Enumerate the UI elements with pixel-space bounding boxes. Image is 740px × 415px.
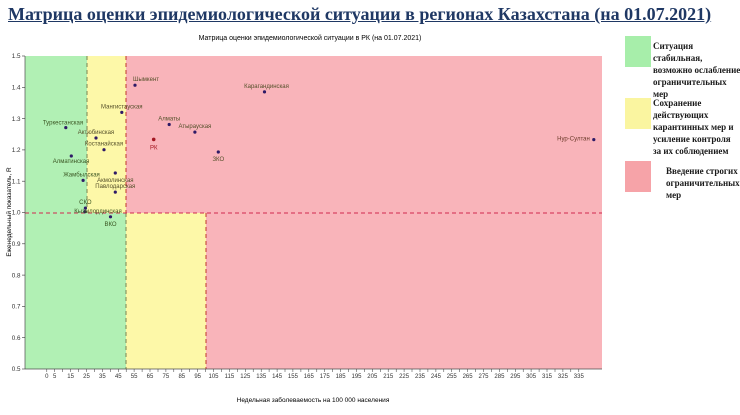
svg-text:1.5: 1.5 xyxy=(12,53,21,60)
svg-text:75: 75 xyxy=(163,374,170,380)
svg-text:95: 95 xyxy=(194,374,201,380)
svg-text:15: 15 xyxy=(67,374,74,380)
svg-text:0.5: 0.5 xyxy=(12,366,21,373)
svg-text:315: 315 xyxy=(542,374,553,380)
svg-text:25: 25 xyxy=(83,374,90,380)
svg-text:Костанайская: Костанайская xyxy=(85,141,123,148)
svg-text:125: 125 xyxy=(240,374,251,380)
svg-text:335: 335 xyxy=(574,374,585,380)
svg-text:195: 195 xyxy=(351,374,362,380)
svg-text:Актюбинская: Актюбинская xyxy=(78,130,114,136)
svg-text:295: 295 xyxy=(510,374,521,380)
svg-text:1.1: 1.1 xyxy=(12,178,21,185)
svg-text:Недельная заболеваемость на 10: Недельная заболеваемость на 100 000 насе… xyxy=(237,396,390,404)
svg-text:0.8: 0.8 xyxy=(12,272,21,279)
svg-text:Туркестанская: Туркестанская xyxy=(43,121,83,127)
svg-text:265: 265 xyxy=(463,374,474,380)
svg-text:155: 155 xyxy=(288,374,299,380)
svg-text:45: 45 xyxy=(115,374,122,380)
svg-text:275: 275 xyxy=(478,374,489,380)
svg-text:245: 245 xyxy=(431,374,442,380)
svg-text:115: 115 xyxy=(225,374,235,380)
svg-text:255: 255 xyxy=(447,374,458,380)
svg-text:Алматы: Алматы xyxy=(158,117,180,123)
svg-text:Атырауская: Атырауская xyxy=(178,124,211,130)
svg-text:0.6: 0.6 xyxy=(12,335,21,342)
svg-text:Матрица оценки эпидемиологичес: Матрица оценки эпидемиологической ситуац… xyxy=(199,34,422,42)
svg-text:0.7: 0.7 xyxy=(12,304,21,311)
svg-text:РК: РК xyxy=(150,145,158,151)
svg-text:205: 205 xyxy=(367,374,378,380)
svg-text:65: 65 xyxy=(147,374,154,380)
svg-text:85: 85 xyxy=(178,374,185,380)
svg-text:185: 185 xyxy=(336,374,347,380)
svg-text:225: 225 xyxy=(399,374,410,380)
svg-text:325: 325 xyxy=(558,374,569,380)
svg-text:Карагандинская: Карагандинская xyxy=(244,84,289,90)
svg-text:Нур-Султан: Нур-Султан xyxy=(557,137,590,143)
svg-text:0: 0 xyxy=(45,374,49,380)
svg-text:Акмолинская: Акмолинская xyxy=(97,178,133,184)
svg-text:1.0: 1.0 xyxy=(12,210,21,217)
svg-text:ЗКО: ЗКО xyxy=(212,157,224,163)
svg-text:285: 285 xyxy=(494,374,505,380)
svg-text:145: 145 xyxy=(272,374,283,380)
svg-text:1.3: 1.3 xyxy=(12,116,21,123)
svg-text:Мангистауская: Мангистауская xyxy=(101,104,142,110)
svg-text:Алматинская: Алматинская xyxy=(53,159,90,165)
svg-text:Павлодарская: Павлодарская xyxy=(95,184,135,190)
svg-text:165: 165 xyxy=(304,374,315,380)
svg-text:1.4: 1.4 xyxy=(12,85,21,92)
svg-text:305: 305 xyxy=(526,374,537,380)
svg-text:Шымкент: Шымкент xyxy=(133,77,159,83)
svg-text:0.9: 0.9 xyxy=(12,241,21,248)
svg-text:1.2: 1.2 xyxy=(12,147,21,154)
svg-text:175: 175 xyxy=(320,374,331,380)
svg-text:ВКО: ВКО xyxy=(104,222,116,228)
svg-text:55: 55 xyxy=(131,374,138,380)
svg-text:35: 35 xyxy=(99,374,106,380)
svg-text:СКО: СКО xyxy=(79,200,92,206)
svg-text:Жамбылская: Жамбылская xyxy=(63,172,100,178)
svg-text:Еженедельный показатель, R: Еженедельный показатель, R xyxy=(5,167,13,257)
svg-text:5: 5 xyxy=(53,374,57,380)
svg-text:215: 215 xyxy=(383,374,394,380)
svg-text:Кызылординская: Кызылординская xyxy=(74,209,121,215)
svg-text:235: 235 xyxy=(415,374,426,380)
svg-text:135: 135 xyxy=(256,374,267,380)
svg-text:105: 105 xyxy=(208,374,219,380)
